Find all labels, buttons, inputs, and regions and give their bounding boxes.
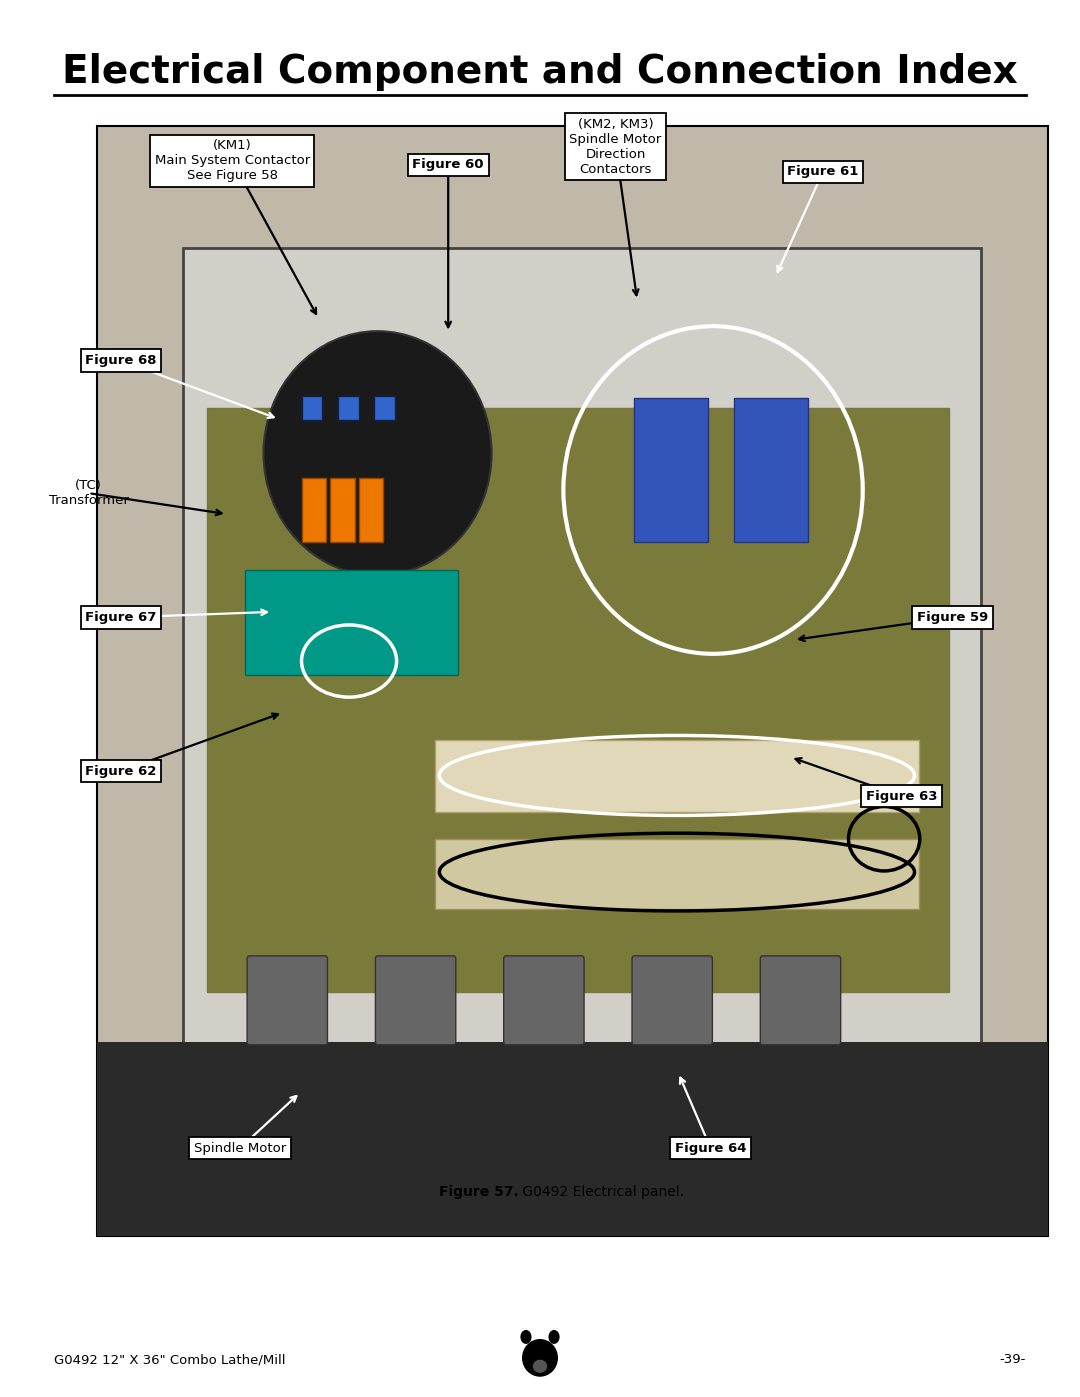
Bar bbox=[338, 395, 359, 420]
Bar bbox=[734, 398, 808, 542]
Text: Figure 64: Figure 64 bbox=[675, 1141, 746, 1155]
Text: Electrical Component and Connection Index: Electrical Component and Connection Inde… bbox=[63, 53, 1017, 91]
Text: (KM1)
Main System Contactor
See Figure 58: (KM1) Main System Contactor See Figure 5… bbox=[154, 140, 310, 182]
Bar bbox=[434, 838, 919, 908]
Text: Figure 61: Figure 61 bbox=[787, 165, 859, 179]
Bar bbox=[434, 740, 919, 812]
Text: Figure 60: Figure 60 bbox=[413, 158, 484, 172]
Text: Figure 68: Figure 68 bbox=[85, 353, 157, 367]
Bar bbox=[359, 478, 383, 542]
Ellipse shape bbox=[549, 1330, 559, 1344]
Text: Spindle Motor: Spindle Motor bbox=[193, 1141, 286, 1155]
Text: G0492 12" X 36" Combo Lathe/Mill: G0492 12" X 36" Combo Lathe/Mill bbox=[54, 1354, 285, 1366]
FancyBboxPatch shape bbox=[632, 956, 713, 1045]
FancyBboxPatch shape bbox=[247, 956, 327, 1045]
FancyBboxPatch shape bbox=[376, 956, 456, 1045]
FancyBboxPatch shape bbox=[760, 956, 840, 1045]
FancyBboxPatch shape bbox=[183, 247, 981, 1048]
Bar bbox=[330, 478, 354, 542]
Ellipse shape bbox=[522, 1330, 531, 1344]
FancyBboxPatch shape bbox=[244, 570, 458, 676]
Bar bbox=[634, 398, 708, 542]
FancyBboxPatch shape bbox=[206, 408, 949, 992]
Ellipse shape bbox=[523, 1340, 557, 1376]
Text: (KM2, KM3)
Spindle Motor
Direction
Contactors: (KM2, KM3) Spindle Motor Direction Conta… bbox=[569, 117, 662, 176]
Text: (TC)
Transformer: (TC) Transformer bbox=[49, 479, 129, 507]
Text: Figure 63: Figure 63 bbox=[866, 789, 937, 803]
Text: Figure 57.: Figure 57. bbox=[438, 1185, 518, 1199]
FancyBboxPatch shape bbox=[97, 1042, 1048, 1236]
Text: Figure 59: Figure 59 bbox=[917, 610, 988, 624]
FancyBboxPatch shape bbox=[503, 956, 584, 1045]
Bar bbox=[301, 395, 323, 420]
Bar bbox=[301, 478, 326, 542]
Text: G0492 Electrical panel.: G0492 Electrical panel. bbox=[518, 1185, 685, 1199]
Bar bbox=[374, 395, 394, 420]
Ellipse shape bbox=[264, 331, 491, 576]
Text: -39-: -39- bbox=[1000, 1354, 1026, 1366]
Text: Figure 67: Figure 67 bbox=[85, 610, 157, 624]
Ellipse shape bbox=[532, 1359, 548, 1373]
FancyBboxPatch shape bbox=[97, 126, 1048, 1236]
Text: Figure 62: Figure 62 bbox=[85, 764, 157, 778]
